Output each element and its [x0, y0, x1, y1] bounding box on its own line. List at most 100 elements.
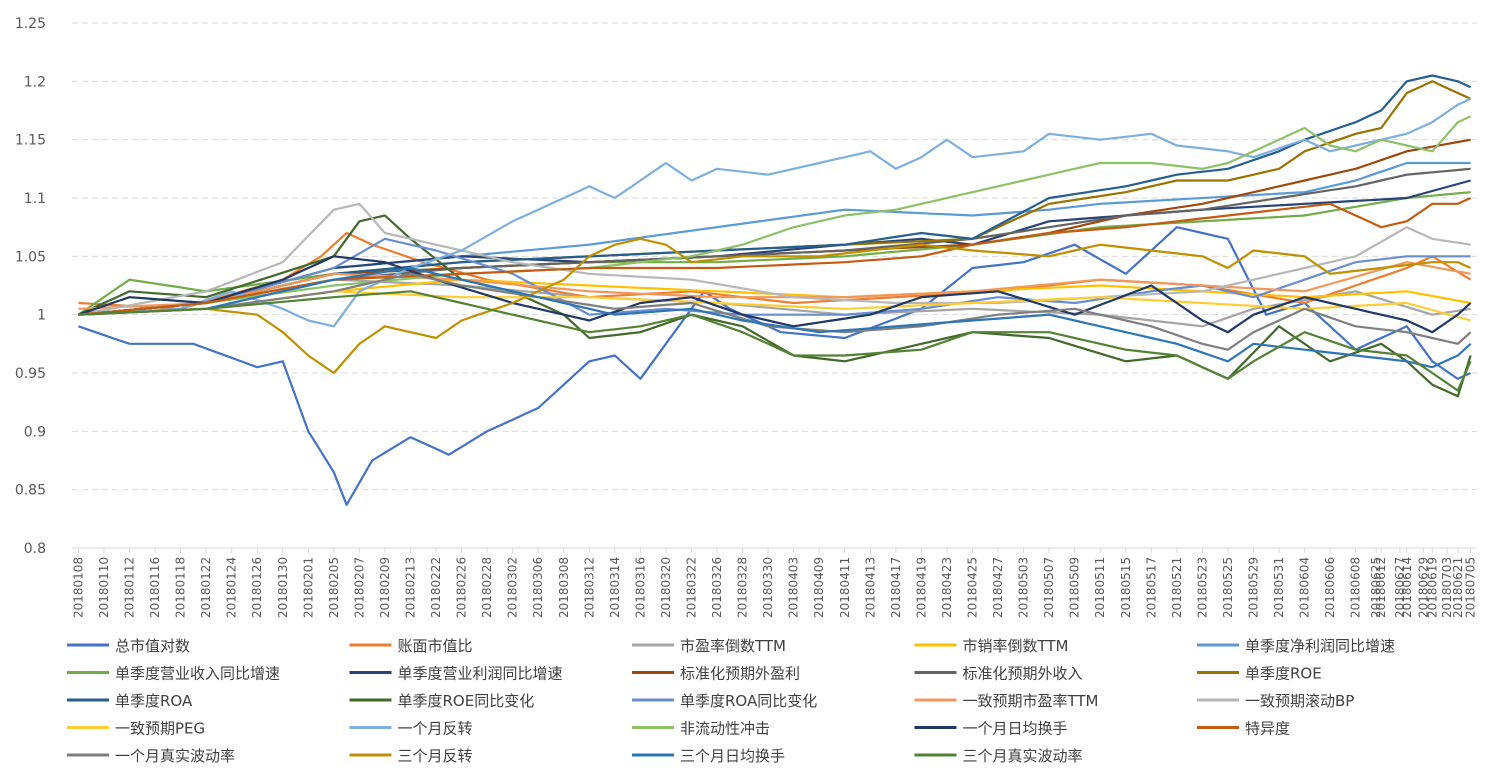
- x-tick-label: 20180411: [838, 557, 852, 618]
- legend-label: 市盈率倒数TTM: [680, 637, 786, 655]
- series-line-19: [78, 255, 1472, 334]
- x-tick-label: 20180330: [761, 557, 775, 618]
- x-tick-label: 20180621: [1451, 557, 1465, 618]
- x-tick-label: 20180608: [1349, 557, 1363, 618]
- legend-item: 单季度ROE: [1197, 665, 1322, 683]
- x-tick-label: 20180306: [531, 557, 545, 618]
- series-lines: [77, 74, 1472, 506]
- legend-label: 三个月反转: [398, 747, 473, 765]
- x-tick-label: 20180403: [787, 557, 801, 618]
- x-tick-label: 20180511: [1093, 557, 1107, 618]
- legend-label: 一个月反转: [398, 720, 473, 738]
- x-tick-label: 20180124: [225, 557, 239, 618]
- legend-item: 市销率倒数TTM: [914, 637, 1069, 655]
- legend-label: 单季度ROA同比变化: [680, 692, 817, 710]
- legend-label: 单季度ROA: [115, 692, 193, 710]
- legend-item: 一致预期PEG: [67, 720, 205, 738]
- legend-item: 非流动性冲击: [632, 720, 770, 738]
- legend-label: 标准化预期外收入: [963, 665, 1083, 683]
- x-tick-label: 20180427: [991, 557, 1005, 618]
- x-tick-label: 20180130: [276, 557, 290, 618]
- legend-item: 三个月日均换手: [632, 747, 785, 765]
- x-tick-label: 20180413: [863, 557, 877, 618]
- legend-label: 市销率倒数TTM: [963, 637, 1069, 655]
- x-tick-label: 20180314: [608, 557, 622, 618]
- legend-item: 一个月反转: [349, 720, 473, 738]
- legend-label: 账面市值比: [398, 637, 473, 655]
- legend-item: 总市值对数: [67, 637, 190, 655]
- x-tick-label: 20180110: [97, 557, 111, 618]
- x-tick-label: 20180222: [429, 557, 443, 618]
- series-line-1: [78, 226, 1472, 506]
- y-tick-label: 1.05: [15, 249, 46, 265]
- x-tick-label: 20180629: [1416, 557, 1430, 618]
- x-tick-label: 20180612: [1374, 557, 1388, 618]
- series-line-21: [78, 272, 1472, 351]
- series-line-13: [78, 237, 1471, 316]
- x-tick-label: 20180126: [250, 557, 264, 618]
- legend-label: 总市值对数: [115, 637, 190, 655]
- x-tick-label: 20180604: [1298, 557, 1312, 618]
- x-tick-label: 20180517: [1144, 557, 1158, 618]
- x-tick-label: 20180409: [812, 557, 826, 618]
- x-axis-ticks: 20180108 20180110 20180112 20180116 20180118…: [71, 548, 1478, 618]
- x-tick-label: 20180226: [455, 557, 469, 618]
- legend-label: 一个月真实波动率: [115, 747, 235, 765]
- series-line-22: [78, 237, 1472, 375]
- legend-label: 一致预期市盈率TTM: [963, 692, 1099, 710]
- series-line-17: [78, 97, 1472, 328]
- x-tick-label: 20180112: [122, 557, 136, 618]
- x-tick-label: 20180108: [71, 557, 85, 618]
- legend-item: 单季度营业收入同比增速: [67, 665, 280, 683]
- y-tick-label: 1.25: [15, 16, 46, 32]
- legend-label: 特异度: [1245, 720, 1290, 738]
- legend-item: 特异度: [1197, 720, 1290, 738]
- legend-item: 一致预期滚动BP: [1197, 692, 1354, 710]
- x-tick-label: 20180509: [1068, 557, 1082, 618]
- x-tick-label: 20180308: [557, 557, 571, 618]
- x-tick-label: 20180425: [965, 557, 979, 618]
- legend-item: 单季度ROE同比变化: [349, 692, 534, 710]
- legend: 总市值对数 账面市值比 市盈率倒数TTM 市销率倒数TTM 单季度净利润同比增速单季度营…: [67, 637, 1395, 765]
- x-tick-label: 20180326: [710, 557, 724, 618]
- legend-label: 一个月日均换手: [963, 720, 1068, 738]
- legend-item: 三个月真实波动率: [914, 747, 1083, 765]
- y-tick-label: 0.85: [15, 483, 46, 499]
- legend-label: 非流动性冲击: [680, 720, 770, 738]
- x-tick-label: 20180118: [174, 557, 188, 618]
- x-tick-label: 20180606: [1323, 557, 1337, 618]
- legend-item: 三个月反转: [349, 747, 473, 765]
- legend-label: 标准化预期外盈利: [680, 665, 800, 683]
- x-tick-label: 20180122: [199, 557, 213, 618]
- y-tick-label: 1: [37, 308, 46, 324]
- x-tick-label: 20180320: [659, 557, 673, 618]
- series-line-15: [78, 202, 1471, 316]
- x-tick-label: 20180507: [1042, 557, 1056, 618]
- legend-label: 一致预期PEG: [115, 720, 205, 738]
- x-tick-label: 20180703: [1440, 557, 1454, 618]
- series-line-12: [77, 214, 1472, 398]
- y-tick-label: 0.9: [24, 424, 46, 440]
- x-tick-label: 20180423: [940, 557, 954, 618]
- x-tick-label: 20180525: [1221, 557, 1235, 618]
- legend-item: 标准化预期外收入: [914, 665, 1083, 683]
- x-tick-label: 20180312: [582, 557, 596, 618]
- x-tick-label: 20180209: [378, 557, 392, 618]
- x-tick-label: 20180614: [1400, 557, 1414, 618]
- x-tick-label: 20180529: [1246, 557, 1260, 618]
- legend-item: 一个月真实波动率: [67, 747, 235, 765]
- legend-label: 单季度营业收入同比增速: [115, 665, 280, 683]
- legend-item: 一致预期市盈率TTM: [914, 692, 1099, 710]
- x-tick-label: 20180213: [403, 557, 417, 618]
- y-tick-label: 1.15: [15, 133, 46, 149]
- x-tick-label: 20180417: [889, 557, 903, 618]
- legend-item: 单季度ROA: [67, 692, 193, 710]
- series-line-14: [78, 261, 1471, 310]
- x-tick-label: 20180419: [914, 557, 928, 618]
- y-tick-label: 1.1: [24, 191, 46, 207]
- x-tick-label: 20180503: [1017, 557, 1031, 618]
- x-tick-label: 20180316: [633, 557, 647, 618]
- legend-label: 单季度ROE: [1245, 665, 1322, 683]
